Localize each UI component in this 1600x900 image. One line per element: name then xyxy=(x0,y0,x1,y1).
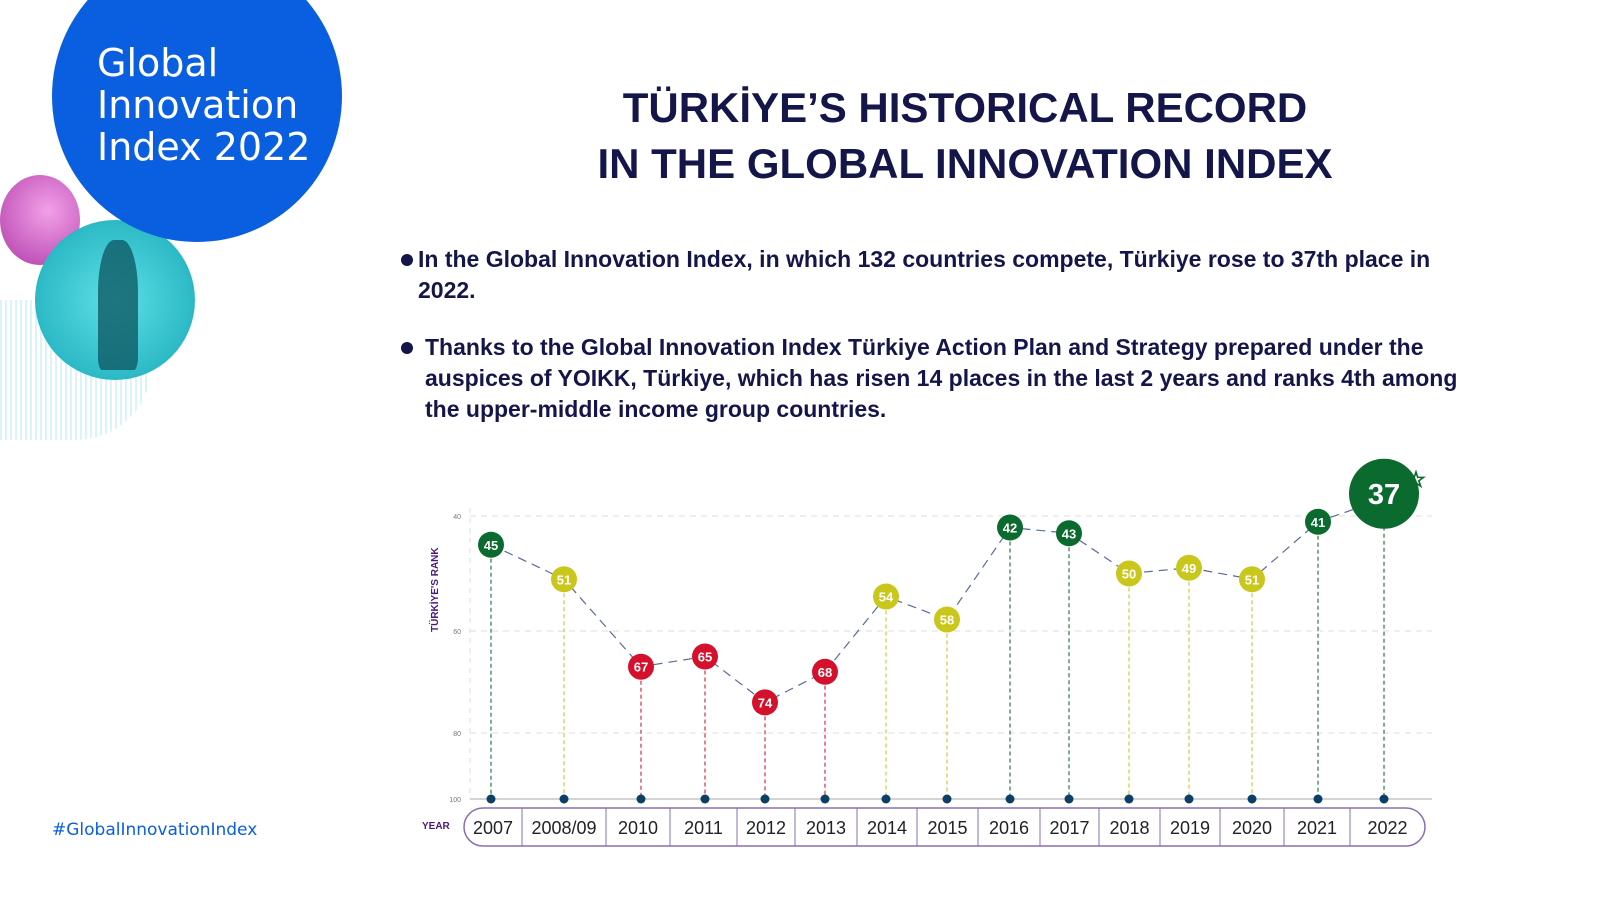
baseline-dot xyxy=(820,794,830,804)
data-point xyxy=(692,643,718,670)
data-point xyxy=(1349,458,1419,529)
data-label: 65 xyxy=(698,650,712,665)
data-label: 67 xyxy=(634,660,648,675)
bullet-item: Thanks to the Global Innovation Index Tü… xyxy=(401,332,1495,425)
year-label: 2017 xyxy=(1049,818,1089,838)
data-label: 68 xyxy=(818,665,832,680)
data-label: 41 xyxy=(1311,515,1325,530)
astronaut-figure xyxy=(98,240,138,370)
year-label: 2022 xyxy=(1367,818,1407,838)
data-label: 42 xyxy=(1003,521,1017,536)
year-label: 2016 xyxy=(989,818,1029,838)
star-icon: ☆ xyxy=(1406,468,1426,493)
y-axis-label: TÜRKİYE'S RANK xyxy=(428,547,441,632)
y-tick-label: 100 xyxy=(449,797,461,804)
baseline-dot xyxy=(1313,794,1323,804)
baseline-dot xyxy=(1184,794,1194,804)
y-tick-label: 40 xyxy=(453,514,461,521)
y-tick-label: 80 xyxy=(453,731,461,738)
data-point xyxy=(1239,566,1265,593)
data-point xyxy=(478,531,504,558)
data-label: 43 xyxy=(1062,526,1076,541)
data-point xyxy=(1116,560,1142,587)
baseline-dot xyxy=(1005,794,1015,804)
data-point xyxy=(1056,520,1082,547)
baseline-dot xyxy=(636,794,646,804)
baseline-dot xyxy=(881,794,891,804)
year-label: 2019 xyxy=(1170,818,1210,838)
year-label: 2015 xyxy=(927,818,967,838)
year-label: 2007 xyxy=(473,818,513,838)
data-label: 45 xyxy=(484,538,498,553)
baseline-dot xyxy=(760,794,770,804)
x-axis-label: YEAR xyxy=(422,821,451,832)
data-label: 37 xyxy=(1368,479,1400,511)
data-point xyxy=(873,583,899,610)
baseline-dot xyxy=(1064,794,1074,804)
data-point xyxy=(628,653,654,680)
rank-line xyxy=(490,498,1385,704)
logo-circle xyxy=(52,0,342,242)
data-label: 74 xyxy=(758,695,773,710)
title-line: IN THE GLOBAL INNOVATION INDEX xyxy=(597,140,1333,187)
bullet-item: In the Global Innovation Index, in which… xyxy=(401,244,1488,306)
baseline-dot xyxy=(486,794,496,804)
year-label: 2021 xyxy=(1297,818,1337,838)
data-label: 54 xyxy=(879,590,894,605)
year-label: 2014 xyxy=(867,818,907,838)
year-bar xyxy=(463,807,1426,847)
baseline-dot xyxy=(1124,794,1134,804)
hashtag[interactable]: #GlobalInnovationIndex xyxy=(52,820,258,840)
data-point xyxy=(934,606,960,633)
gii-logo: Global Innovation Index 2022 xyxy=(97,42,310,168)
bullet-dot xyxy=(401,254,413,266)
title-line: TÜRKİYE’S HISTORICAL RECORD xyxy=(622,84,1308,131)
year-label: 2013 xyxy=(806,818,846,838)
data-label: 58 xyxy=(940,613,954,628)
logo-line: Global xyxy=(97,41,219,85)
year-label: 2012 xyxy=(746,818,786,838)
baseline-dot xyxy=(1379,794,1389,804)
year-label: 2018 xyxy=(1109,818,1149,838)
data-point xyxy=(551,566,577,593)
baseline-dot xyxy=(559,794,569,804)
data-label: 49 xyxy=(1182,561,1196,576)
data-point xyxy=(1176,554,1202,581)
logo-line: Innovation xyxy=(97,83,299,127)
year-label: 2008/09 xyxy=(531,818,596,838)
data-point xyxy=(1305,508,1331,535)
page-title: TÜRKİYE’S HISTORICAL RECORD IN THE GLOBA… xyxy=(520,80,1410,192)
data-point xyxy=(752,689,778,716)
baseline-dot xyxy=(942,794,952,804)
data-point xyxy=(812,658,838,685)
y-tick-label: 60 xyxy=(453,629,461,636)
baseline-dot xyxy=(1247,794,1257,804)
baseline-dot xyxy=(700,794,710,804)
year-label: 2020 xyxy=(1232,818,1272,838)
bullet-text: Thanks to the Global Innovation Index Tü… xyxy=(425,334,1458,422)
data-label: 51 xyxy=(557,572,571,587)
data-label: 50 xyxy=(1122,567,1136,582)
bullet-text: In the Global Innovation Index, in which… xyxy=(418,246,1431,303)
data-point xyxy=(997,514,1023,541)
bullet-dot xyxy=(401,342,413,354)
year-label: 2011 xyxy=(684,818,723,838)
data-label: 51 xyxy=(1245,572,1259,587)
logo-line: Index 2022 xyxy=(97,125,311,169)
year-label: 2010 xyxy=(618,818,658,838)
